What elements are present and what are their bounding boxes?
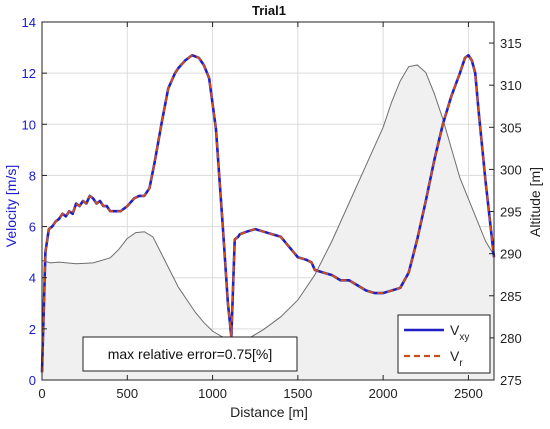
y-tick-label-right: 280	[500, 331, 522, 346]
x-tick-label: 1500	[283, 386, 312, 401]
x-tick-label: 0	[38, 386, 45, 401]
annotation-box	[82, 336, 298, 372]
x-axis-label: Distance [m]	[230, 404, 308, 420]
altitude-area	[42, 64, 494, 381]
y-tick-label-right: 310	[500, 78, 522, 93]
series-line-vr	[41, 54, 495, 373]
x-tick-label: 2500	[454, 386, 483, 401]
legend-box	[397, 314, 491, 374]
x-tick-label: 500	[116, 386, 138, 401]
y-tick-label-right: 275	[500, 373, 522, 388]
x-tick-label: 1000	[198, 386, 227, 401]
y-tick-label-left: 8	[29, 168, 36, 183]
y-tick-label-left: 2	[29, 322, 36, 337]
annotation-text: max relative error=0.75[%]	[108, 346, 273, 362]
y-tick-label-right: 295	[500, 205, 522, 220]
y-tick-label-left: 14	[22, 15, 36, 30]
y-tick-label-right: 315	[500, 36, 522, 51]
y-tick-label-left: 6	[29, 220, 36, 235]
chart-title: Trial1	[252, 3, 286, 18]
legend-label-vxy: Vxy	[450, 322, 469, 343]
y-tick-label-right: 305	[500, 120, 522, 135]
y-tick-label-right: 285	[500, 289, 522, 304]
y-tick-label-left: 10	[22, 117, 36, 132]
y-axis-label-right: Altitude [m]	[527, 167, 543, 237]
y-tick-label-left: 0	[29, 373, 36, 388]
legend-label-vr: Vr	[450, 348, 463, 369]
y-tick-label-left: 12	[22, 66, 36, 81]
x-tick-label: 2000	[369, 386, 398, 401]
y-tick-label-right: 300	[500, 162, 522, 177]
y-tick-label-left: 4	[29, 271, 36, 286]
y-axis-label-left: Velocity [m/s]	[3, 165, 19, 247]
plot-frame	[41, 21, 495, 381]
y-tick-label-right: 290	[500, 247, 522, 262]
